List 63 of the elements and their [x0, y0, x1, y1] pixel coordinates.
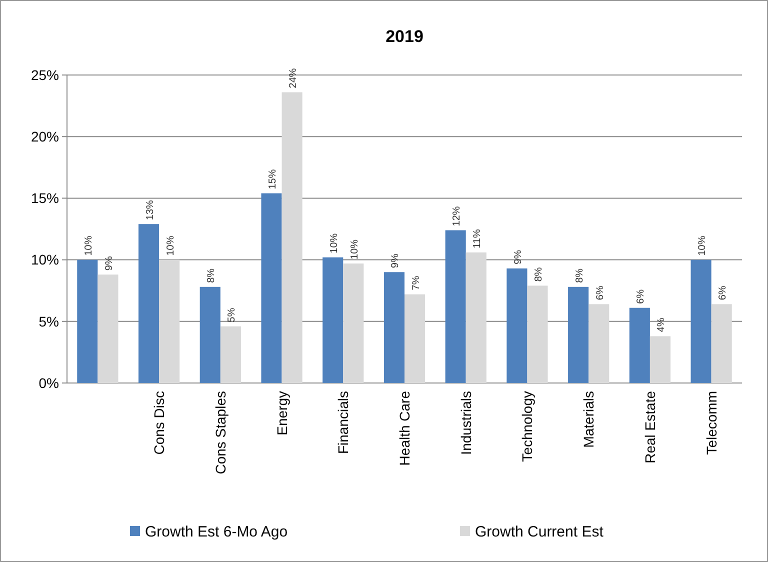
legend-label: Growth Est 6-Mo Ago — [145, 523, 288, 540]
bar — [404, 294, 426, 383]
x-tick-label: Real Estate — [642, 390, 658, 464]
data-label: 6% — [636, 289, 647, 304]
bar — [77, 260, 98, 383]
bar — [527, 286, 548, 383]
x-tick-label: Financials — [335, 391, 352, 454]
y-tick-label: 5% — [38, 313, 59, 330]
bar — [220, 326, 241, 383]
bar — [159, 260, 180, 383]
x-tick-label: Technology — [519, 391, 536, 462]
data-label: 24% — [288, 68, 300, 88]
legend-label: Growth Current Est — [475, 523, 604, 540]
data-label: 15% — [267, 169, 278, 190]
x-tick-label: Telecomm — [703, 391, 720, 455]
data-label: 7% — [410, 276, 422, 290]
bar — [711, 304, 732, 383]
x-tick-label: Cons Disc — [151, 391, 168, 455]
data-label: 8% — [574, 268, 586, 283]
y-tick-label: 0% — [38, 374, 59, 391]
bar — [200, 286, 220, 383]
bar — [282, 92, 302, 383]
data-label: 9% — [512, 250, 524, 264]
x-tick-label: Industrials — [458, 391, 474, 455]
x-tick-label: Health Care — [396, 390, 412, 466]
bar — [138, 224, 160, 383]
y-tick-label: 20% — [30, 128, 59, 144]
bar — [261, 193, 282, 383]
data-label: 10% — [83, 236, 94, 256]
data-label: 13% — [144, 200, 156, 220]
bar — [690, 260, 712, 383]
data-label: 6% — [594, 286, 606, 300]
y-tick-label: 15% — [30, 190, 59, 206]
bar — [650, 336, 671, 383]
bar — [506, 268, 528, 383]
data-label: 12% — [452, 206, 463, 226]
data-label: 10% — [697, 236, 708, 256]
data-label: 11% — [472, 229, 484, 248]
data-label: 10% — [165, 236, 176, 256]
data-label: 4% — [656, 318, 668, 332]
y-tick-label: 10% — [30, 252, 59, 268]
x-tick-label: Materials — [580, 391, 597, 448]
bar — [343, 263, 364, 383]
bar — [322, 257, 344, 383]
x-tick-label: Cons Staples — [212, 391, 228, 474]
data-label: 5% — [226, 308, 238, 322]
bar — [445, 230, 466, 383]
bar — [98, 274, 118, 383]
data-label: 10% — [328, 233, 340, 254]
bar — [384, 272, 404, 383]
data-label: 9% — [390, 254, 402, 268]
chart-title: 2019 — [386, 27, 424, 46]
data-label: 8% — [206, 268, 218, 283]
x-tick-label: Energy — [274, 391, 290, 436]
data-label: 8% — [534, 267, 545, 282]
bar — [568, 286, 589, 383]
data-label: 6% — [718, 286, 729, 300]
data-label: 10% — [349, 239, 360, 260]
y-tick-label: 25% — [30, 66, 59, 83]
data-label: 9% — [104, 256, 115, 271]
bar — [466, 252, 486, 383]
bar — [588, 304, 610, 383]
bar — [629, 308, 650, 383]
